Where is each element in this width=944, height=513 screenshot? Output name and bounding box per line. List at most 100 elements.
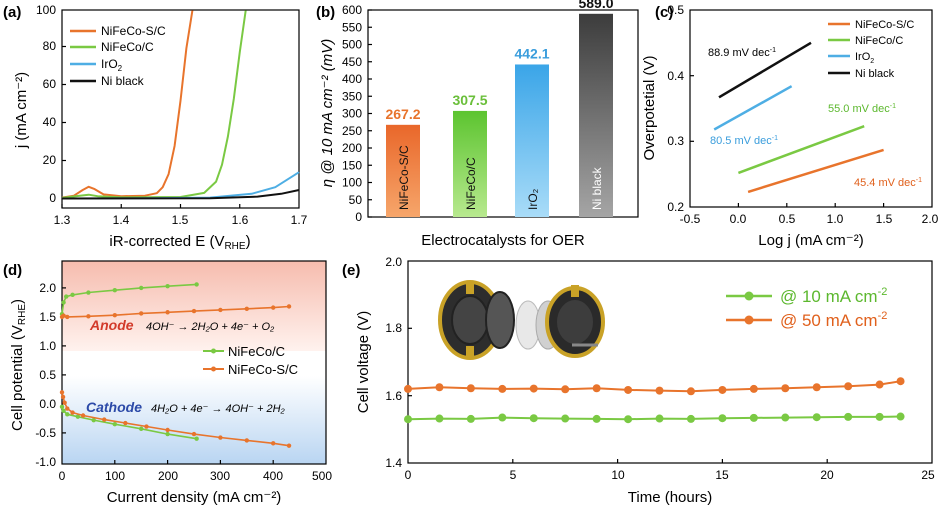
bar-value-label: 589.0 xyxy=(578,0,613,11)
e-ylabel: Cell voltage (V) xyxy=(355,311,372,414)
series-point xyxy=(191,308,197,314)
panel-a-frame xyxy=(61,9,300,209)
legend-label: NiFeCo-S/C xyxy=(228,362,298,377)
legend-label: NiFeCo-S/C xyxy=(855,19,914,31)
series-point xyxy=(561,414,570,423)
series-point xyxy=(896,377,905,386)
e-ytick: 1.4 xyxy=(385,456,402,470)
bar-category-label: IrO₂ xyxy=(526,188,540,210)
c-xtick: -0.5 xyxy=(680,212,701,226)
legend-marker xyxy=(211,348,216,354)
b-ytick: 400 xyxy=(342,72,362,86)
series-point xyxy=(812,383,821,392)
panel-e: (e) 0 5 10 15 20 25 1.4 1.6 1.8 2.0 Time… xyxy=(342,255,935,506)
electrolyzer-cell-illustration xyxy=(438,280,605,360)
b-ytick: 350 xyxy=(342,89,362,103)
bar-category-label: Ni black xyxy=(590,166,604,210)
c-ytick: 0.5 xyxy=(667,3,684,17)
b-ytick: 200 xyxy=(342,141,362,155)
series-point xyxy=(59,390,65,395)
series-point xyxy=(65,412,70,417)
a-xtick: 1.6 xyxy=(232,213,249,227)
series-point xyxy=(749,384,758,393)
legend-label: IrO2 xyxy=(855,51,874,65)
panel-a-series xyxy=(61,10,300,200)
series-point xyxy=(435,383,444,392)
legend-label: Ni black xyxy=(101,74,145,88)
series-point xyxy=(624,385,633,394)
series-point xyxy=(112,422,118,427)
bar xyxy=(579,13,613,218)
legend-label: IrO2 xyxy=(101,57,123,73)
legend-label: NiFeCo/C xyxy=(101,40,154,54)
series-line xyxy=(61,10,247,199)
series-point xyxy=(91,417,96,423)
series-point xyxy=(529,384,538,393)
e-xtick: 5 xyxy=(510,468,517,482)
d-ytick: 1.0 xyxy=(39,339,56,353)
d-xtick: 200 xyxy=(158,469,178,483)
series-point xyxy=(404,415,412,424)
panel-b: (b) 0 50 100 150 200 250 300 350 400 450 500 550 600… xyxy=(316,0,639,249)
series-point xyxy=(592,414,601,423)
panel-b-ticks: 0 50 100 150 200 250 300 350 400 450 500 550 600 xyxy=(342,3,372,224)
cathode-region xyxy=(62,376,326,464)
bar-value-label: 442.1 xyxy=(514,45,549,61)
c-xtick: 0.5 xyxy=(779,212,796,226)
series-point xyxy=(112,312,118,318)
d-ytick: -1.0 xyxy=(35,455,56,469)
series-point xyxy=(466,384,475,393)
e-ytick: 2.0 xyxy=(385,255,402,269)
legend-label: @ 50 mA cm-2 xyxy=(780,310,887,330)
series-point xyxy=(59,404,65,409)
series-point xyxy=(781,413,790,422)
panel-d-frame xyxy=(61,260,327,465)
c-xtick: 0.0 xyxy=(730,212,747,226)
d-ytick: 0.0 xyxy=(39,397,56,411)
legend-marker xyxy=(744,291,754,301)
b-ytick: 250 xyxy=(342,124,362,138)
series-point xyxy=(218,307,223,313)
bar xyxy=(386,124,420,217)
panel-d-label: (d) xyxy=(3,262,22,279)
series-point xyxy=(529,414,538,423)
a-ylabel: j (mA cm⁻²) xyxy=(13,72,30,149)
series-point xyxy=(70,410,75,415)
series-point xyxy=(655,386,664,395)
tafel-line xyxy=(747,148,884,194)
panel-c-legend: NiFeCo-S/C NiFeCo/C IrO2 Ni black xyxy=(828,19,914,80)
bar-category-label: NiFeCo/C xyxy=(464,157,478,210)
b-ylabel: η @ 10 mA cm⁻² (mV) xyxy=(319,39,336,187)
d-ytick: 0.5 xyxy=(39,368,56,382)
series-point xyxy=(60,394,66,400)
tafel-line xyxy=(737,125,865,175)
series-point xyxy=(686,414,695,423)
e-ytick: 1.8 xyxy=(385,321,402,335)
d-xtick: 400 xyxy=(263,469,283,483)
a-ytick: 20 xyxy=(43,153,57,167)
series-point xyxy=(165,427,170,433)
e-xtick: 15 xyxy=(715,468,729,482)
b-ytick: 300 xyxy=(342,107,362,121)
c-xtick: 1.5 xyxy=(876,212,893,226)
series-point xyxy=(844,412,853,421)
series-point xyxy=(896,412,905,421)
series-point xyxy=(191,431,197,437)
legend-marker xyxy=(211,366,216,372)
panel-b-bars: 267.2 NiFeCo-S/C 307.5 NiFeCo/C 442.1 IrO₂ 589… xyxy=(385,0,614,218)
series-point xyxy=(435,414,444,423)
series-point xyxy=(165,431,170,437)
d-xtick: 0 xyxy=(59,469,66,483)
c-ytick: 0.3 xyxy=(667,134,684,148)
b-ytick: 500 xyxy=(342,38,362,52)
panel-d-legend: NiFeCo/C NiFeCo-S/C xyxy=(203,344,298,377)
series-point xyxy=(404,384,412,393)
d-ytick: -0.5 xyxy=(35,426,56,440)
a-xtick: 1.5 xyxy=(172,213,189,227)
series-point xyxy=(75,414,81,419)
legend-label: NiFeCo/C xyxy=(228,344,285,359)
panel-c-frame xyxy=(689,9,933,208)
series-line xyxy=(61,171,300,200)
panel-c: (c) -0.5 0.0 0.5 1.0 1.5 2.0 0.2 0.3 0.4… xyxy=(641,3,939,249)
